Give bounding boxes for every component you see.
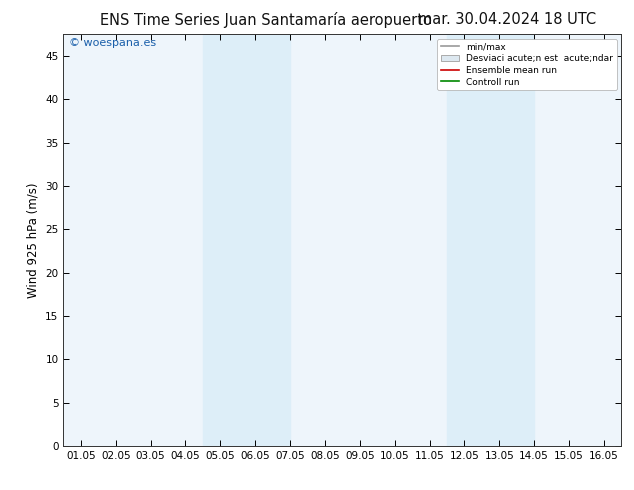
Text: mar. 30.04.2024 18 UTC: mar. 30.04.2024 18 UTC (418, 12, 596, 27)
Y-axis label: Wind 925 hPa (m/s): Wind 925 hPa (m/s) (27, 182, 40, 298)
Legend: min/max, Desviaci acute;n est  acute;ndar, Ensemble mean run, Controll run: min/max, Desviaci acute;n est acute;ndar… (437, 39, 617, 90)
Bar (447, 34, 534, 446)
Text: ENS Time Series Juan Santamaría aeropuerto: ENS Time Series Juan Santamaría aeropuer… (100, 12, 432, 28)
Bar (203, 34, 290, 446)
Text: © woespana.es: © woespana.es (69, 38, 156, 49)
